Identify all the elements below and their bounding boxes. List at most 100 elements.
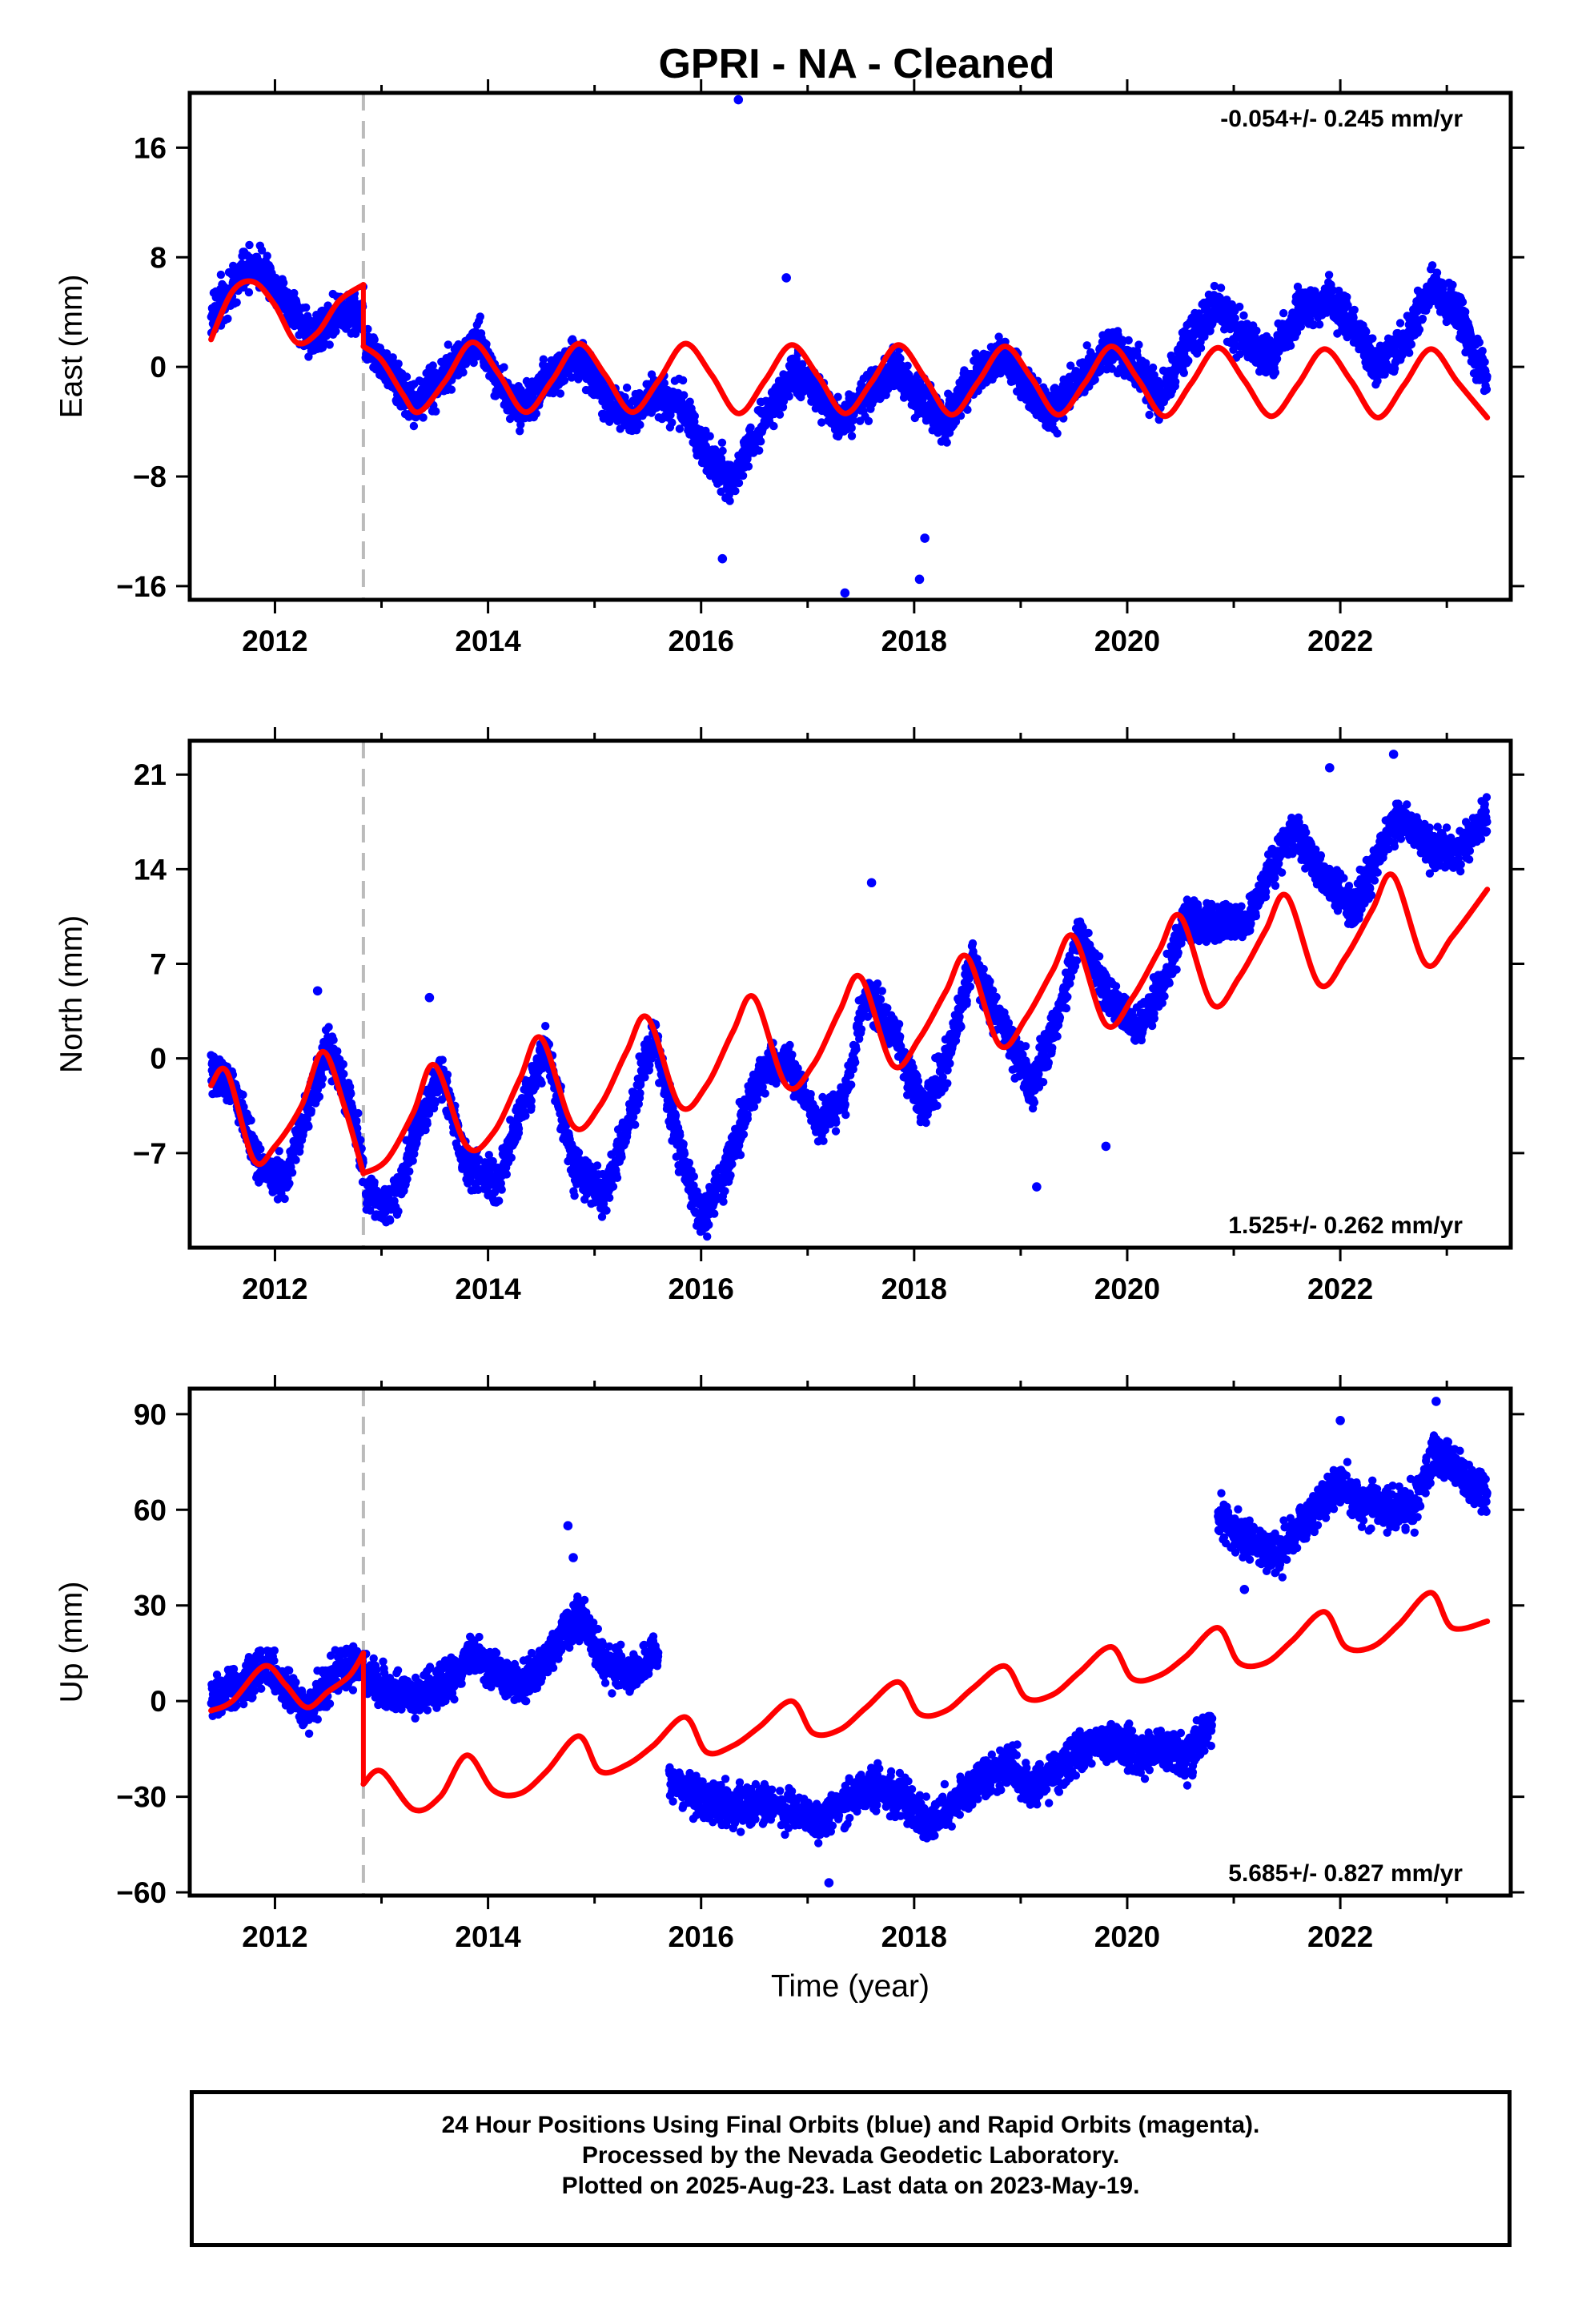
data-point [1324, 271, 1334, 279]
y-tick-label: 16 [134, 131, 167, 164]
data-point [798, 360, 807, 368]
data-point [516, 427, 524, 436]
data-point [1216, 283, 1226, 292]
data-point [1482, 385, 1492, 394]
data-point [469, 358, 478, 368]
x-tick-label: 2022 [1307, 625, 1373, 657]
data-point [263, 251, 271, 260]
data-point [394, 360, 403, 368]
data-point [315, 1092, 324, 1101]
data-point [307, 1106, 315, 1116]
chart-title: GPRI - NA - Cleaned [658, 41, 1054, 87]
data-point [668, 418, 677, 427]
data-point [247, 1116, 255, 1125]
data-point [500, 363, 508, 372]
data-point [896, 354, 905, 363]
data-point [675, 424, 685, 433]
data-point [370, 335, 379, 344]
data-point [459, 368, 468, 377]
data-point [1478, 347, 1487, 356]
data-points-segment-1 [207, 1023, 367, 1204]
data-point [447, 385, 456, 394]
data-point [419, 413, 428, 422]
data-point [1461, 308, 1470, 316]
data-point [1432, 268, 1442, 277]
data-point [382, 349, 391, 358]
data-point [734, 478, 744, 488]
data-point [847, 424, 856, 432]
data-point [1066, 361, 1075, 370]
data-point [1118, 336, 1126, 344]
plot-area [207, 93, 1492, 600]
data-point [660, 379, 669, 388]
data-point [1184, 356, 1193, 365]
data-point [476, 312, 484, 321]
x-tick-label: 2014 [455, 625, 521, 657]
data-point [1475, 338, 1484, 347]
data-point [1368, 334, 1377, 343]
data-point [339, 1059, 347, 1069]
data-point [1272, 354, 1282, 364]
data-point [1053, 429, 1062, 438]
data-point [556, 389, 565, 398]
data-point [817, 418, 826, 427]
data-point [1286, 341, 1295, 350]
data-point [685, 397, 694, 406]
x-tick-label: 2016 [669, 625, 734, 657]
y-tick-label: −8 [133, 460, 167, 493]
data-point [232, 298, 241, 307]
data-point [1107, 364, 1117, 373]
data-point [352, 1116, 361, 1125]
data-points-segment-2 [361, 793, 1492, 1241]
data-point [1171, 377, 1180, 386]
data-point [1134, 340, 1143, 349]
data-points-segment-1 [207, 240, 367, 361]
data-point [994, 332, 1003, 341]
data-point [785, 392, 793, 401]
data-point [1142, 359, 1150, 368]
data-point [1235, 302, 1244, 312]
data-point [1362, 327, 1371, 336]
data-point [1239, 311, 1248, 320]
data-point [285, 1179, 294, 1188]
data-point [1090, 375, 1099, 384]
data-point [738, 471, 748, 480]
data-point [1271, 368, 1280, 377]
data-point [331, 327, 340, 336]
data-point [864, 416, 873, 425]
data-point [680, 391, 689, 400]
data-point [1418, 314, 1427, 324]
y-tick-label: 0 [150, 351, 167, 384]
data-point [318, 1074, 327, 1083]
outlier-point [840, 588, 850, 598]
data-point [324, 1023, 333, 1031]
data-point [329, 1035, 338, 1044]
data-point [833, 392, 842, 401]
data-point [1395, 319, 1405, 328]
data-point [1407, 340, 1416, 349]
data-point [1480, 357, 1489, 367]
outlier-point [920, 533, 930, 543]
data-point [432, 407, 440, 416]
data-point [223, 314, 232, 324]
y-tick-label: −16 [116, 570, 167, 603]
data-point [444, 340, 452, 349]
data-point [257, 246, 267, 255]
data-point [239, 1090, 247, 1100]
velocity-rate-label: -0.054+/- 0.245 mm/yr [1220, 106, 1463, 132]
data-point [1252, 326, 1261, 336]
data-point [755, 446, 764, 455]
data-point [1179, 368, 1189, 377]
data-point [775, 410, 785, 419]
data-point [216, 270, 226, 279]
y-axis-label: East (mm) [54, 275, 89, 419]
data-point [279, 279, 288, 287]
x-tick-label: 2012 [242, 625, 307, 657]
data-point [1343, 292, 1351, 302]
plot-area [207, 741, 1492, 1248]
data-point [402, 372, 412, 381]
data-point [1148, 363, 1158, 372]
data-point [280, 1194, 289, 1204]
data-point [757, 437, 765, 446]
